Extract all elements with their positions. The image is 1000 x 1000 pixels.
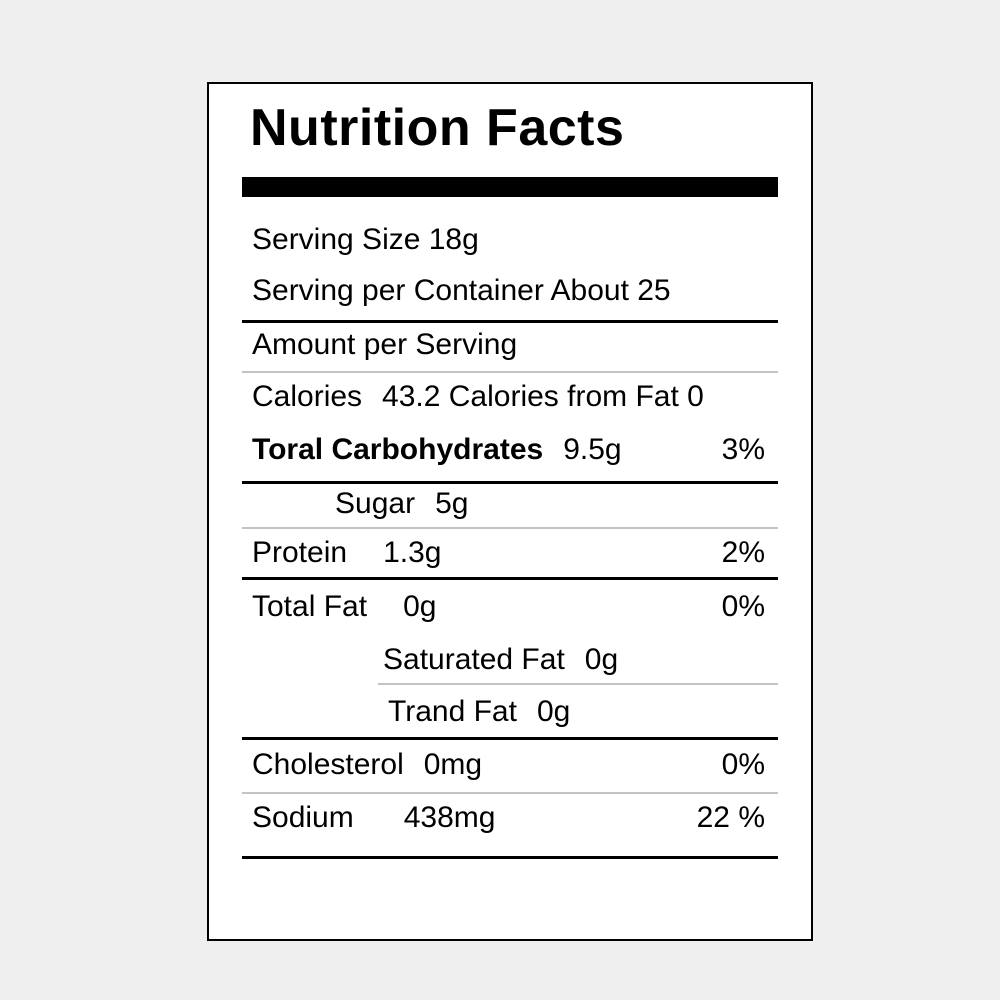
cholesterol-percent: 0% bbox=[721, 748, 765, 781]
total-fat-label: Total Fat bbox=[252, 590, 368, 623]
protein-value: 1.3g bbox=[383, 536, 442, 569]
divider-thin bbox=[242, 371, 778, 373]
divider-thick bbox=[242, 320, 778, 323]
cholesterol-row: Cholesterol 0mg 0% bbox=[242, 747, 778, 783]
cholesterol-label: Cholesterol bbox=[252, 748, 404, 781]
sugar-label: Sugar bbox=[335, 487, 416, 520]
sodium-row: Sodium 438mg 22 % bbox=[242, 800, 778, 836]
servings-per-container-text: Serving per Container About 25 bbox=[252, 274, 671, 307]
divider-thick bbox=[242, 481, 778, 484]
nutrition-facts-label: Nutrition Facts Serving Size 18g Serving… bbox=[207, 82, 813, 941]
sugar-row: Sugar 5g bbox=[242, 486, 778, 522]
amount-per-serving-row: Amount per Serving bbox=[242, 327, 778, 363]
protein-percent: 2% bbox=[721, 536, 765, 569]
servings-per-container-row: Serving per Container About 25 bbox=[242, 273, 778, 309]
sodium-value: 438mg bbox=[403, 801, 496, 834]
total-carbohydrates-percent: 3% bbox=[721, 433, 765, 466]
serving-size-text: Serving Size 18g bbox=[252, 223, 479, 256]
saturated-fat-label: Saturated Fat bbox=[383, 643, 565, 676]
total-fat-percent: 0% bbox=[721, 590, 765, 623]
serving-size-row: Serving Size 18g bbox=[242, 222, 778, 258]
calories-label: Calories bbox=[252, 380, 363, 413]
total-carbohydrates-value: 9.5g bbox=[563, 433, 622, 466]
saturated-fat-row: Saturated Fat 0g bbox=[242, 642, 778, 678]
protein-label: Protein bbox=[252, 536, 348, 569]
amount-per-serving-text: Amount per Serving bbox=[252, 328, 518, 361]
trans-fat-row: Trand Fat 0g bbox=[242, 694, 778, 730]
saturated-fat-value: 0g bbox=[584, 643, 619, 676]
divider-thin bbox=[242, 792, 778, 794]
trans-fat-value: 0g bbox=[536, 695, 571, 728]
calories-value: 43.2 Calories from Fat 0 bbox=[382, 380, 704, 413]
label-content: Nutrition Facts Serving Size 18g Serving… bbox=[242, 84, 778, 939]
total-carbohydrates-row: Toral Carbohydrates 9.5g 3% bbox=[242, 432, 778, 468]
divider-thin-inset bbox=[378, 683, 778, 685]
divider-thick bbox=[242, 577, 778, 580]
total-fat-value: 0g bbox=[403, 590, 437, 623]
title-separator-bar bbox=[242, 177, 778, 197]
calories-row: Calories 43.2 Calories from Fat 0 bbox=[242, 379, 778, 415]
cholesterol-value: 0mg bbox=[423, 748, 483, 781]
total-fat-row: Total Fat 0g 0% bbox=[242, 589, 778, 625]
divider-thick bbox=[242, 856, 778, 859]
sugar-value: 5g bbox=[435, 487, 469, 520]
trans-fat-label: Trand Fat bbox=[388, 695, 517, 728]
sodium-percent: 22 % bbox=[696, 801, 765, 834]
total-carbohydrates-label: Toral Carbohydrates bbox=[252, 433, 544, 466]
divider-thin bbox=[242, 527, 778, 529]
divider-thick bbox=[242, 737, 778, 740]
sodium-label: Sodium bbox=[252, 801, 354, 834]
label-title: Nutrition Facts bbox=[250, 99, 625, 157]
protein-row: Protein 1.3g 2% bbox=[242, 535, 778, 571]
